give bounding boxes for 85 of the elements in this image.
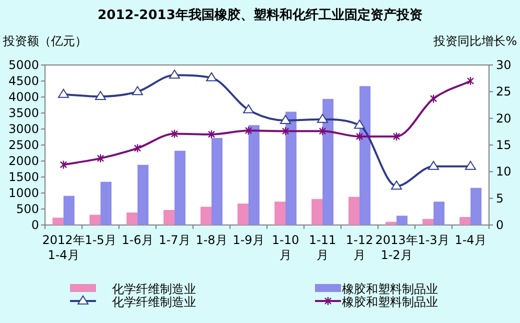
x-tick-label: 1-9月 <box>232 233 264 247</box>
point <box>96 154 104 163</box>
bar <box>274 202 286 225</box>
bar <box>460 217 470 225</box>
y2-tick-label: 0 <box>496 218 504 232</box>
y-tick-label: 0 <box>31 218 39 232</box>
y2-tick-label: 20 <box>496 111 512 126</box>
point <box>318 126 326 136</box>
bar <box>286 112 296 225</box>
bar <box>434 202 444 225</box>
point <box>466 76 474 86</box>
y-tick-label: 3000 <box>8 122 39 136</box>
point <box>206 72 217 82</box>
x-tick-label: 2012年 1-4月 <box>42 233 85 262</box>
bar <box>312 199 322 225</box>
point <box>95 90 106 100</box>
bar <box>422 218 434 225</box>
bar <box>470 188 482 225</box>
x-tick-label: 1-12 月 <box>346 233 374 262</box>
y-tick-label: 4500 <box>8 74 39 88</box>
point <box>465 160 476 170</box>
bar <box>138 164 148 225</box>
y-tick-label: 1500 <box>8 170 39 184</box>
x-tick-label: 1-5月 <box>84 233 116 247</box>
x-tick-label: 1-7月 <box>158 233 190 247</box>
x-tick-label: 2013年 1-2月 <box>375 233 418 262</box>
y2-tick-label: 15 <box>496 138 512 152</box>
point <box>392 132 400 142</box>
x-tick-label: 1-6月 <box>122 233 154 247</box>
point <box>58 88 69 98</box>
y-axis-title: 投资额（亿元） <box>2 34 87 48</box>
x-tick-label: 1-10 月 <box>272 233 300 262</box>
x-tick-label: 1-8月 <box>196 233 228 247</box>
bar <box>360 86 370 225</box>
point <box>134 144 142 153</box>
y2-tick-label: 25 <box>496 84 512 99</box>
y-tick-label: 4000 <box>8 90 39 104</box>
y2-tick-label: 5 <box>496 191 504 206</box>
bar <box>238 204 248 225</box>
point <box>169 70 180 79</box>
bar <box>52 218 64 225</box>
bar <box>248 125 260 225</box>
y-tick-label: 500 <box>16 202 39 216</box>
point <box>280 114 291 124</box>
bar <box>64 196 74 225</box>
bar <box>164 210 174 225</box>
bar <box>348 196 360 225</box>
point <box>354 120 365 129</box>
x-tick-label: 1-3月 <box>418 233 450 247</box>
y-tick-label: 2500 <box>8 138 39 152</box>
chart-title: 2012-2013年我国橡胶、塑料和化纤工业固定资产投资 <box>98 7 422 23</box>
point <box>317 114 328 123</box>
bar <box>212 138 222 225</box>
point <box>208 130 216 139</box>
y-tick-label: 5000 <box>8 58 39 72</box>
legend-label: 化学纤维制造业 <box>112 295 196 309</box>
bar <box>200 206 212 225</box>
legend-label: 橡胶和塑料制品业 <box>342 282 438 296</box>
point <box>60 160 68 170</box>
point <box>244 126 252 136</box>
point <box>391 180 402 190</box>
y-tick-label: 2000 <box>8 154 39 168</box>
point <box>170 129 178 138</box>
point <box>243 104 254 114</box>
bar <box>386 222 396 225</box>
bar <box>322 98 334 225</box>
y2-tick-label: 10 <box>496 164 512 179</box>
legend-label: 橡胶和塑料制品业 <box>342 295 438 309</box>
y-tick-label: 1000 <box>8 186 39 200</box>
point <box>356 132 364 142</box>
bar <box>174 150 186 225</box>
bar <box>100 182 112 225</box>
point <box>132 86 143 96</box>
x-tick-label: 1-11 月 <box>308 233 336 262</box>
point <box>282 126 290 136</box>
point <box>428 160 439 170</box>
y-tick-label: 3500 <box>8 106 39 120</box>
y2-tick-label: 30 <box>496 58 512 72</box>
y2-axis-title: 投资同比增长% <box>432 34 517 48</box>
bar <box>396 216 408 225</box>
bar <box>126 212 138 225</box>
point <box>430 94 438 104</box>
x-tick-label: 1-4月 <box>454 233 486 247</box>
bar <box>90 214 100 225</box>
legend-label: 化学纤维制造业 <box>112 282 196 296</box>
